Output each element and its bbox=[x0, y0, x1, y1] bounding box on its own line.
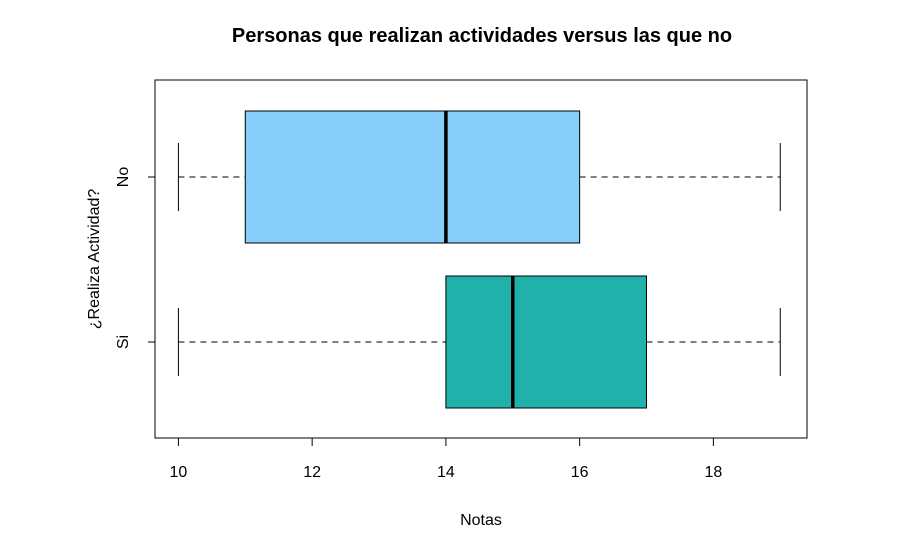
x-tick-label-18: 18 bbox=[704, 464, 722, 481]
y-tick-label-si: Si bbox=[115, 335, 132, 349]
x-tick-label-16: 16 bbox=[571, 464, 589, 481]
boxes-group bbox=[178, 111, 780, 408]
y-axis: No Si bbox=[115, 167, 155, 349]
x-axis-label: Notas bbox=[460, 512, 502, 529]
chart-title: Personas que realizan actividades versus… bbox=[232, 25, 732, 47]
x-axis: 10 12 14 16 18 bbox=[170, 438, 723, 481]
y-axis-label: ¿Realiza Actividad? bbox=[86, 189, 103, 330]
box-si bbox=[446, 276, 647, 408]
x-tick-label-10: 10 bbox=[170, 464, 188, 481]
x-tick-label-12: 12 bbox=[303, 464, 321, 481]
x-tick-label-14: 14 bbox=[437, 464, 455, 481]
box-no bbox=[245, 111, 579, 243]
y-tick-label-no: No bbox=[115, 167, 132, 188]
